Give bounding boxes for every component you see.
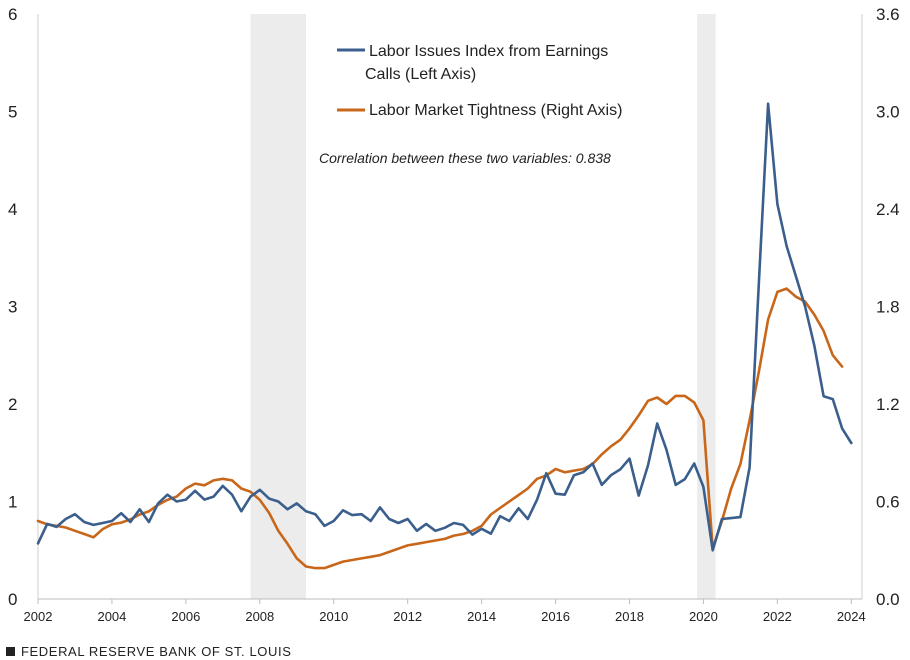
- x-tick-label: 2008: [245, 609, 274, 624]
- legend-label-labor-issues: Labor Issues Index from Earnings: [369, 43, 608, 60]
- x-tick-label: 2024: [837, 609, 866, 624]
- footer-text: FEDERAL RESERVE BANK OF ST. LOUIS: [21, 644, 292, 659]
- right-tick-label: 1.8: [876, 298, 900, 317]
- correlation-annotation: Correlation between these two variables:…: [319, 150, 611, 166]
- footer-square-icon: [6, 647, 15, 656]
- series-line-labor-market-tightness: [36, 287, 844, 570]
- footer: FEDERAL RESERVE BANK OF ST. LOUIS: [6, 644, 291, 659]
- right-axis-ticks: 0.0 0.6 1.2 1.8 2.4 3.0 3.6: [876, 5, 900, 609]
- x-tick-label: 2012: [393, 609, 422, 624]
- x-axis-ticks: 2002 2004 2006 2008 2010 2012 2014 2016 2018 2020…: [24, 599, 866, 624]
- x-tick-label: 2020: [689, 609, 718, 624]
- x-tick-label: 2014: [467, 609, 496, 624]
- x-tick-label: 2010: [319, 609, 348, 624]
- legend-label-tightness: Labor Market Tightness (Right Axis): [369, 102, 622, 119]
- x-tick-label: 2022: [763, 609, 792, 624]
- left-axis-ticks: 0 1 2 3 4 5 6: [8, 5, 17, 609]
- left-tick-label: 1: [8, 493, 17, 512]
- x-tick-label: 2002: [24, 609, 53, 624]
- x-tick-label: 2018: [615, 609, 644, 624]
- right-tick-label: 1.2: [876, 395, 900, 414]
- left-tick-label: 0: [8, 590, 17, 609]
- right-tick-label: 3.0: [876, 103, 900, 122]
- right-tick-label: 0.6: [876, 493, 900, 512]
- recession-band-0: [250, 14, 307, 599]
- right-tick-label: 0.0: [876, 590, 900, 609]
- series-lines: [36, 102, 853, 570]
- left-tick-label: 4: [8, 200, 17, 219]
- recession-band-1: [697, 14, 716, 599]
- left-tick-label: 3: [8, 298, 17, 317]
- legend-label-labor-issues-cont: Calls (Left Axis): [365, 66, 476, 83]
- right-tick-label: 3.6: [876, 5, 900, 24]
- x-tick-label: 2016: [541, 609, 570, 624]
- x-tick-label: 2006: [171, 609, 200, 624]
- left-tick-label: 5: [8, 103, 17, 122]
- left-tick-label: 6: [8, 5, 17, 24]
- legend: Labor Issues Index from Earnings Calls (…: [337, 43, 622, 119]
- x-tick-label: 2004: [97, 609, 126, 624]
- series-line-labor-issues-index: [36, 102, 853, 552]
- left-tick-label: 2: [8, 395, 17, 414]
- right-tick-label: 2.4: [876, 200, 900, 219]
